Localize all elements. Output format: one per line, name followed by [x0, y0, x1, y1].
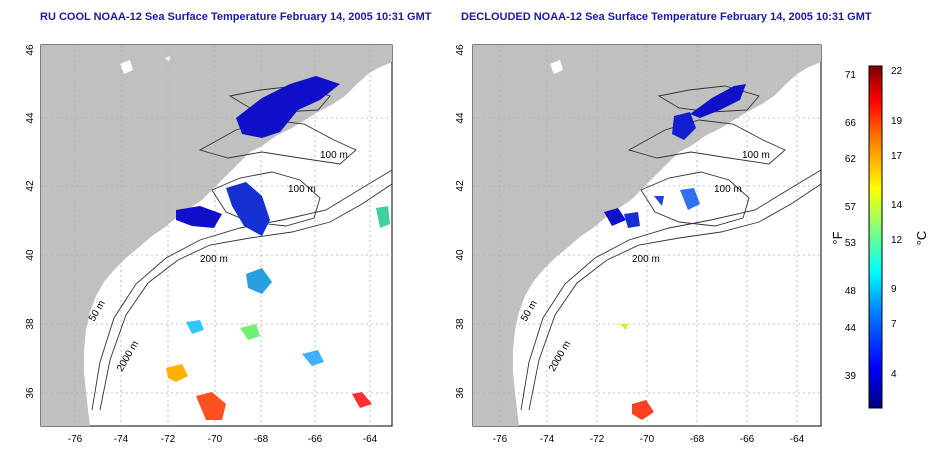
f-tick-44: 44 — [845, 323, 857, 334]
c-tick-12: 12 — [891, 235, 903, 246]
c-tick-19: 19 — [891, 116, 903, 127]
right-sst-patches — [604, 84, 746, 420]
left-y-axis: 36 38 40 42 44 46 — [25, 44, 36, 399]
left-y-tick-46: 46 — [25, 44, 36, 56]
f-tick-39: 39 — [845, 371, 857, 382]
left-label-100m-a: 100 m — [320, 150, 348, 161]
fahrenheit-unit-label: °F — [830, 231, 845, 244]
left-y-tick-40: 40 — [25, 249, 36, 261]
left-map-title: RU COOL NOAA-12 Sea Surface Temperature … — [40, 11, 432, 23]
left-x-axis: -76 -74 -72 -70 -68 -66 -64 — [68, 434, 378, 445]
c-tick-17: 17 — [891, 151, 903, 162]
f-tick-48: 48 — [845, 286, 857, 297]
c-tick-9: 9 — [891, 284, 897, 295]
right-x-tick-72: -72 — [590, 434, 605, 445]
right-contours — [520, 85, 822, 411]
f-tick-62: 62 — [845, 154, 857, 165]
right-x-tick-74: -74 — [540, 434, 555, 445]
left-y-tick-36: 36 — [25, 387, 36, 399]
right-lakes — [550, 60, 563, 74]
c-tick-22: 22 — [891, 66, 903, 77]
left-x-tick-72: -72 — [161, 434, 176, 445]
left-y-tick-42: 42 — [25, 180, 36, 192]
right-x-tick-70: -70 — [640, 434, 655, 445]
right-map-panel: 100 m 100 m 200 m 50 m 2000 m -76 -74 -7… — [455, 44, 822, 445]
right-y-tick-46: 46 — [455, 44, 466, 56]
f-tick-53: 53 — [845, 238, 857, 249]
left-land — [41, 45, 392, 426]
left-label-100m-b: 100 m — [288, 184, 316, 195]
left-x-tick-66: -66 — [308, 434, 323, 445]
left-x-tick-64: -64 — [363, 434, 378, 445]
right-label-200m: 200 m — [632, 254, 660, 265]
left-y-tick-44: 44 — [25, 112, 36, 124]
right-x-tick-66: -66 — [740, 434, 755, 445]
celsius-unit-label: °C — [914, 231, 929, 246]
celsius-ticks: 22 19 17 14 12 9 7 4 — [891, 66, 903, 380]
right-label-100m-b: 100 m — [714, 184, 742, 195]
temperature-colorbar: 71 66 62 57 53 48 44 39 22 19 17 14 12 9… — [830, 65, 929, 409]
c-tick-7: 7 — [891, 319, 897, 330]
right-land — [473, 45, 821, 426]
right-y-tick-44: 44 — [455, 112, 466, 124]
left-x-tick-68: -68 — [254, 434, 269, 445]
right-x-tick-68: -68 — [690, 434, 705, 445]
right-x-axis: -76 -74 -72 -70 -68 -66 -64 — [493, 434, 805, 445]
c-tick-14: 14 — [891, 200, 903, 211]
right-map-title: DECLOUDED NOAA-12 Sea Surface Temperatur… — [461, 11, 872, 23]
right-y-tick-36: 36 — [455, 387, 466, 399]
left-sst-patches — [166, 76, 390, 420]
right-y-tick-42: 42 — [455, 180, 466, 192]
right-y-tick-40: 40 — [455, 249, 466, 261]
right-label-100m-a: 100 m — [742, 150, 770, 161]
left-x-tick-74: -74 — [114, 434, 129, 445]
c-tick-4: 4 — [891, 369, 897, 380]
right-x-tick-76: -76 — [493, 434, 508, 445]
left-map-panel: 100 m 100 m 200 m 50 m 2000 m -76 -74 -7… — [25, 44, 393, 445]
left-lakes — [120, 56, 170, 74]
right-y-axis: 36 38 40 42 44 46 — [455, 44, 466, 399]
left-x-tick-70: -70 — [208, 434, 223, 445]
right-x-tick-64: -64 — [790, 434, 805, 445]
left-label-200m: 200 m — [200, 254, 228, 265]
f-tick-57: 57 — [845, 202, 857, 213]
fahrenheit-ticks: 71 66 62 57 53 48 44 39 — [845, 70, 857, 382]
f-tick-71: 71 — [845, 70, 857, 81]
left-x-tick-76: -76 — [68, 434, 83, 445]
left-y-tick-38: 38 — [25, 318, 36, 330]
colorbar-gradient — [868, 65, 883, 409]
right-y-tick-38: 38 — [455, 318, 466, 330]
f-tick-66: 66 — [845, 118, 857, 129]
